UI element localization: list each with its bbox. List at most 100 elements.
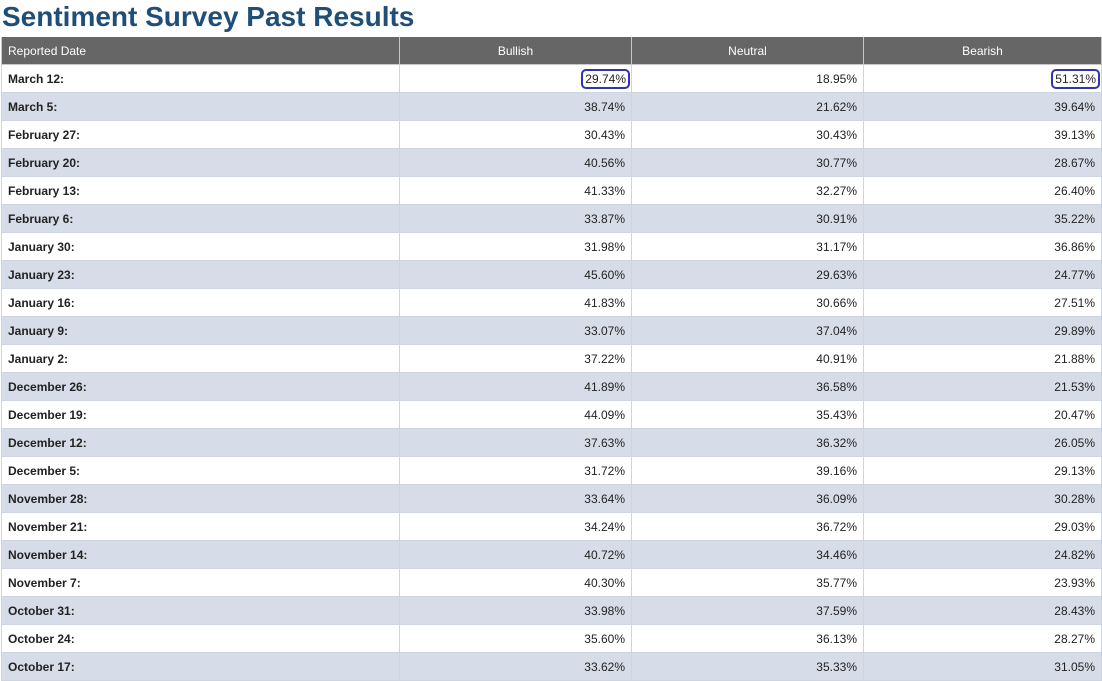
bullish-cell: 34.24% xyxy=(399,512,632,541)
reported-date-cell: March 12: xyxy=(1,64,400,93)
table-row: December 19: 44.09% 35.43% 20.47% xyxy=(1,400,1102,429)
table-header: Reported Date Bullish Neutral Bearish xyxy=(1,37,1102,65)
table-row: March 5: 38.74% 21.62% 39.64% xyxy=(1,92,1102,121)
bullish-cell: 33.07% xyxy=(399,316,632,345)
bearish-cell: 27.51% xyxy=(863,288,1102,317)
table-row: October 31: 33.98% 37.59% 28.43% xyxy=(1,596,1102,625)
table-row: October 24: 35.60% 36.13% 28.27% xyxy=(1,624,1102,653)
table-row: January 9: 33.07% 37.04% 29.89% xyxy=(1,316,1102,345)
reported-date-cell: February 6: xyxy=(1,204,400,233)
bearish-cell: 29.03% xyxy=(863,512,1102,541)
reported-date-cell: October 24: xyxy=(1,624,400,653)
column-header-bullish[interactable]: Bullish xyxy=(399,37,632,65)
bullish-cell: 41.33% xyxy=(399,176,632,205)
bullish-cell: 37.63% xyxy=(399,428,632,457)
bullish-cell: 33.64% xyxy=(399,484,632,513)
bearish-cell: 51.31% xyxy=(863,64,1102,93)
bearish-cell: 29.13% xyxy=(863,456,1102,485)
header-row: Reported Date Bullish Neutral Bearish xyxy=(1,37,1102,65)
neutral-cell: 30.66% xyxy=(631,288,864,317)
neutral-cell: 36.13% xyxy=(631,624,864,653)
bullish-cell: 40.72% xyxy=(399,540,632,569)
bearish-highlight-circle: 51.31% xyxy=(1051,68,1100,89)
bullish-cell: 31.98% xyxy=(399,232,632,261)
bearish-cell: 30.28% xyxy=(863,484,1102,513)
bullish-cell: 44.09% xyxy=(399,400,632,429)
bullish-cell: 31.72% xyxy=(399,456,632,485)
neutral-cell: 40.91% xyxy=(631,344,864,373)
column-header-reported-date[interactable]: Reported Date xyxy=(1,37,400,65)
neutral-cell: 21.62% xyxy=(631,92,864,121)
neutral-cell: 37.04% xyxy=(631,316,864,345)
bearish-cell: 28.27% xyxy=(863,624,1102,653)
bearish-cell: 35.22% xyxy=(863,204,1102,233)
neutral-cell: 35.77% xyxy=(631,568,864,597)
bearish-cell: 36.86% xyxy=(863,232,1102,261)
bearish-cell: 24.82% xyxy=(863,540,1102,569)
table-row: February 27: 30.43% 30.43% 39.13% xyxy=(1,120,1102,149)
bullish-cell: 41.83% xyxy=(399,288,632,317)
bearish-cell: 23.93% xyxy=(863,568,1102,597)
table-row: January 30: 31.98% 31.17% 36.86% xyxy=(1,232,1102,261)
bearish-cell: 21.53% xyxy=(863,372,1102,401)
bearish-cell: 26.40% xyxy=(863,176,1102,205)
neutral-cell: 30.43% xyxy=(631,120,864,149)
neutral-cell: 37.59% xyxy=(631,596,864,625)
reported-date-cell: December 19: xyxy=(1,400,400,429)
neutral-cell: 29.63% xyxy=(631,260,864,289)
column-header-neutral[interactable]: Neutral xyxy=(631,37,864,65)
table-row: November 14: 40.72% 34.46% 24.82% xyxy=(1,540,1102,569)
neutral-cell: 18.95% xyxy=(631,64,864,93)
table-row: December 12: 37.63% 36.32% 26.05% xyxy=(1,428,1102,457)
reported-date-cell: January 9: xyxy=(1,316,400,345)
reported-date-cell: December 5: xyxy=(1,456,400,485)
table-row: January 2: 37.22% 40.91% 21.88% xyxy=(1,344,1102,373)
neutral-cell: 36.72% xyxy=(631,512,864,541)
bearish-cell: 21.88% xyxy=(863,344,1102,373)
table-row: November 21: 34.24% 36.72% 29.03% xyxy=(1,512,1102,541)
bullish-cell: 38.74% xyxy=(399,92,632,121)
bearish-cell: 39.64% xyxy=(863,92,1102,121)
reported-date-cell: January 30: xyxy=(1,232,400,261)
table-row: October 17: 33.62% 35.33% 31.05% xyxy=(1,652,1102,681)
bearish-cell: 31.05% xyxy=(863,652,1102,681)
reported-date-cell: February 20: xyxy=(1,148,400,177)
table-row: November 28: 33.64% 36.09% 30.28% xyxy=(1,484,1102,513)
column-header-bearish[interactable]: Bearish xyxy=(863,37,1102,65)
bullish-cell: 40.30% xyxy=(399,568,632,597)
table-row: February 13: 41.33% 32.27% 26.40% xyxy=(1,176,1102,205)
reported-date-cell: November 7: xyxy=(1,568,400,597)
neutral-cell: 35.33% xyxy=(631,652,864,681)
bearish-cell: 24.77% xyxy=(863,260,1102,289)
neutral-cell: 30.91% xyxy=(631,204,864,233)
reported-date-cell: December 12: xyxy=(1,428,400,457)
neutral-cell: 35.43% xyxy=(631,400,864,429)
bullish-cell: 29.74% xyxy=(399,64,632,93)
table-row: December 26: 41.89% 36.58% 21.53% xyxy=(1,372,1102,401)
reported-date-cell: January 23: xyxy=(1,260,400,289)
table-row: January 23: 45.60% 29.63% 24.77% xyxy=(1,260,1102,289)
page-title: Sentiment Survey Past Results xyxy=(2,1,415,32)
reported-date-cell: October 17: xyxy=(1,652,400,681)
bullish-cell: 30.43% xyxy=(399,120,632,149)
reported-date-cell: December 26: xyxy=(1,372,400,401)
neutral-cell: 36.09% xyxy=(631,484,864,513)
bullish-cell: 33.87% xyxy=(399,204,632,233)
neutral-cell: 30.77% xyxy=(631,148,864,177)
neutral-cell: 34.46% xyxy=(631,540,864,569)
neutral-cell: 32.27% xyxy=(631,176,864,205)
table-row: December 5: 31.72% 39.16% 29.13% xyxy=(1,456,1102,485)
neutral-cell: 36.58% xyxy=(631,372,864,401)
bearish-cell: 26.05% xyxy=(863,428,1102,457)
table-row: March 12: 29.74% 18.95% 51.31% xyxy=(1,64,1102,93)
table-row: November 7: 40.30% 35.77% 23.93% xyxy=(1,568,1102,597)
bullish-cell: 35.60% xyxy=(399,624,632,653)
bullish-cell: 33.62% xyxy=(399,652,632,681)
bearish-cell: 28.67% xyxy=(863,148,1102,177)
reported-date-cell: January 16: xyxy=(1,288,400,317)
bullish-cell: 41.89% xyxy=(399,372,632,401)
reported-date-cell: October 31: xyxy=(1,596,400,625)
reported-date-cell: November 14: xyxy=(1,540,400,569)
bearish-cell: 39.13% xyxy=(863,120,1102,149)
table-row: January 16: 41.83% 30.66% 27.51% xyxy=(1,288,1102,317)
